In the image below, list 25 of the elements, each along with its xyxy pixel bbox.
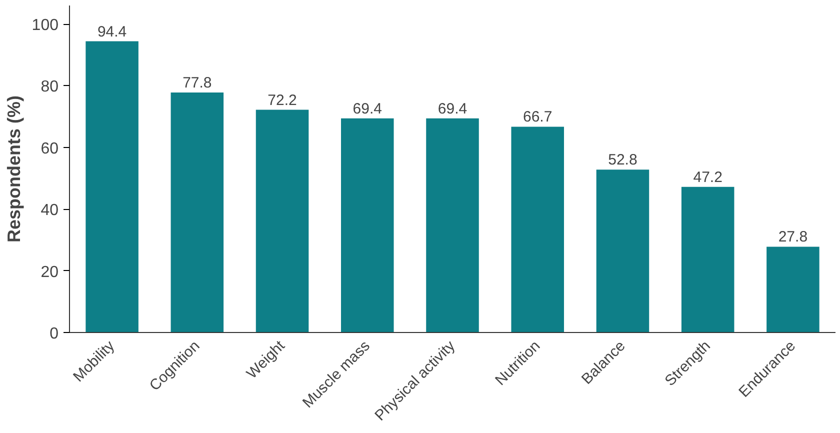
data-label: 27.8	[778, 228, 808, 246]
data-label: 72.2	[268, 92, 297, 109]
y-axis-title: Respondents (%)	[4, 95, 24, 243]
bar	[681, 186, 734, 332]
data-label: 47.2	[693, 168, 722, 186]
bar	[341, 118, 394, 332]
data-label: 66.7	[523, 108, 552, 126]
bar	[256, 110, 309, 332]
bar	[426, 118, 479, 332]
data-label: 69.4	[352, 100, 382, 118]
bar	[170, 92, 224, 332]
y-tick-label: 60	[40, 140, 59, 158]
data-label: 69.4	[438, 100, 468, 118]
y-tick-label: 100	[32, 17, 59, 34]
bar	[596, 170, 650, 332]
y-tick-label: 0	[50, 326, 59, 342]
y-tick-label: 40	[40, 202, 59, 220]
y-tick-label: 80	[40, 78, 59, 96]
data-label: 52.8	[608, 152, 638, 169]
bar	[86, 41, 138, 332]
bar	[511, 126, 564, 332]
data-label: 77.8	[182, 74, 212, 92]
bar	[766, 246, 820, 332]
y-tick-label: 20	[40, 264, 59, 281]
data-label: 94.4	[97, 23, 127, 40]
